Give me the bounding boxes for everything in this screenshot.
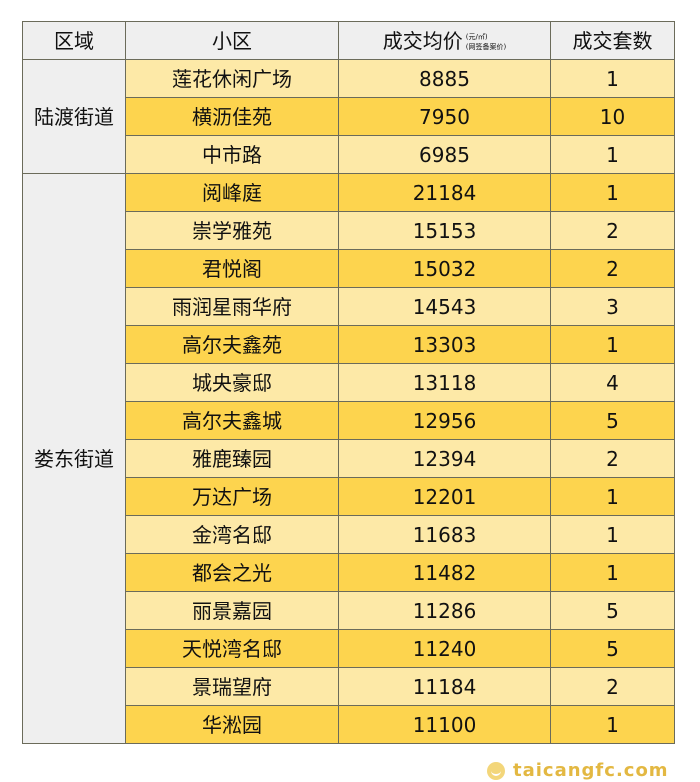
- header-count: 成交套数: [550, 21, 675, 60]
- table-row: 陆渡街道 莲花休闲广场 8885 1: [22, 59, 675, 174]
- region-cell: 陆渡街道: [22, 59, 126, 174]
- count-cell: 5: [550, 401, 675, 440]
- community-cell: 天悦湾名邸: [125, 629, 339, 668]
- smiley-logo-icon: [487, 762, 505, 780]
- header-region: 区域: [22, 21, 126, 60]
- count-cell: 3: [550, 287, 675, 326]
- count-cell: 5: [550, 629, 675, 668]
- header-price: 成交均价 (元/㎡) (网签备案价): [338, 21, 551, 60]
- transaction-table: 区域 小区 成交均价 (元/㎡) (网签备案价) 成交套数 陆渡街道 莲花休闲广场 88…: [22, 21, 675, 744]
- header-community: 小区: [125, 21, 339, 60]
- community-cell: 华淞园: [125, 705, 339, 744]
- price-cell: 15153: [338, 211, 551, 250]
- price-cell: 8885: [338, 59, 551, 98]
- price-cell: 12394: [338, 439, 551, 478]
- table-row: 金湾名邸 11683 1: [23, 515, 675, 554]
- table-row: 君悦阁 15032 2: [23, 249, 675, 288]
- count-cell: 1: [550, 135, 675, 174]
- count-cell: 4: [550, 363, 675, 402]
- community-cell: 都会之光: [125, 553, 339, 592]
- count-cell: 1: [550, 325, 675, 364]
- table-row: 崇学雅苑 15153 2: [23, 211, 675, 250]
- price-cell: 15032: [338, 249, 551, 288]
- count-cell: 5: [550, 591, 675, 630]
- count-cell: 2: [550, 249, 675, 288]
- count-cell: 1: [550, 705, 675, 744]
- watermark-text: taicangfc.com: [513, 760, 669, 781]
- community-cell: 崇学雅苑: [125, 211, 339, 250]
- price-cell: 21184: [338, 173, 551, 212]
- community-cell: 高尔夫鑫苑: [125, 325, 339, 364]
- price-cell: 12956: [338, 401, 551, 440]
- count-cell: 1: [550, 173, 675, 212]
- table-row: 城央豪邸 13118 4: [23, 363, 675, 402]
- price-cell: 13118: [338, 363, 551, 402]
- price-unit: (元/㎡): [465, 33, 488, 41]
- count-cell: 1: [550, 59, 675, 98]
- price-cell: 11100: [338, 705, 551, 744]
- count-cell: 1: [550, 515, 675, 554]
- count-cell: 1: [550, 477, 675, 516]
- community-cell: 金湾名邸: [125, 515, 339, 554]
- price-note: (网签备案价): [465, 43, 507, 51]
- price-cell: 12201: [338, 477, 551, 516]
- count-cell: 2: [550, 667, 675, 706]
- community-cell: 莲花休闲广场: [125, 59, 339, 98]
- table-row: 娄东街道 阅峰庭 21184 1: [22, 173, 675, 744]
- table-row: 都会之光 11482 1: [23, 553, 675, 592]
- community-cell: 阅峰庭: [125, 173, 339, 212]
- price-cell: 11184: [338, 667, 551, 706]
- community-cell: 雅鹿臻园: [125, 439, 339, 478]
- header-price-label: 成交均价: [382, 28, 463, 53]
- price-cell: 11286: [338, 591, 551, 630]
- community-cell: 城央豪邸: [125, 363, 339, 402]
- community-cell: 高尔夫鑫城: [125, 401, 339, 440]
- community-cell: 君悦阁: [125, 249, 339, 288]
- community-cell: 景瑞望府: [125, 667, 339, 706]
- table-row: 高尔夫鑫苑 13303 1: [23, 325, 675, 364]
- count-cell: 1: [550, 553, 675, 592]
- community-cell: 丽景嘉园: [125, 591, 339, 630]
- table-row: 万达广场 12201 1: [23, 477, 675, 516]
- community-cell: 万达广场: [125, 477, 339, 516]
- count-cell: 2: [550, 211, 675, 250]
- count-cell: 10: [550, 97, 675, 136]
- price-cell: 11482: [338, 553, 551, 592]
- price-unit-block: (元/㎡) (网签备案价): [466, 32, 506, 52]
- price-cell: 14543: [338, 287, 551, 326]
- table-row: 中市路 6985 1: [23, 135, 675, 174]
- header-row: 区域 小区 成交均价 (元/㎡) (网签备案价) 成交套数: [22, 21, 675, 60]
- table-row: 雨润星雨华府 14543 3: [23, 287, 675, 326]
- region-cell: 娄东街道: [22, 173, 126, 744]
- community-cell: 中市路: [125, 135, 339, 174]
- price-cell: 13303: [338, 325, 551, 364]
- table-row: 天悦湾名邸 11240 5: [23, 629, 675, 668]
- table-row: 高尔夫鑫城 12956 5: [23, 401, 675, 440]
- count-cell: 2: [550, 439, 675, 478]
- table-row: 横沥佳苑 7950 10: [23, 97, 675, 136]
- price-cell: 7950: [338, 97, 551, 136]
- watermark: taicangfc.com: [487, 760, 669, 782]
- community-cell: 雨润星雨华府: [125, 287, 339, 326]
- table-row: 华淞园 11100 1: [23, 705, 675, 744]
- price-cell: 11240: [338, 629, 551, 668]
- community-cell: 横沥佳苑: [125, 97, 339, 136]
- table-row: 雅鹿臻园 12394 2: [23, 439, 675, 478]
- price-cell: 11683: [338, 515, 551, 554]
- price-cell: 6985: [338, 135, 551, 174]
